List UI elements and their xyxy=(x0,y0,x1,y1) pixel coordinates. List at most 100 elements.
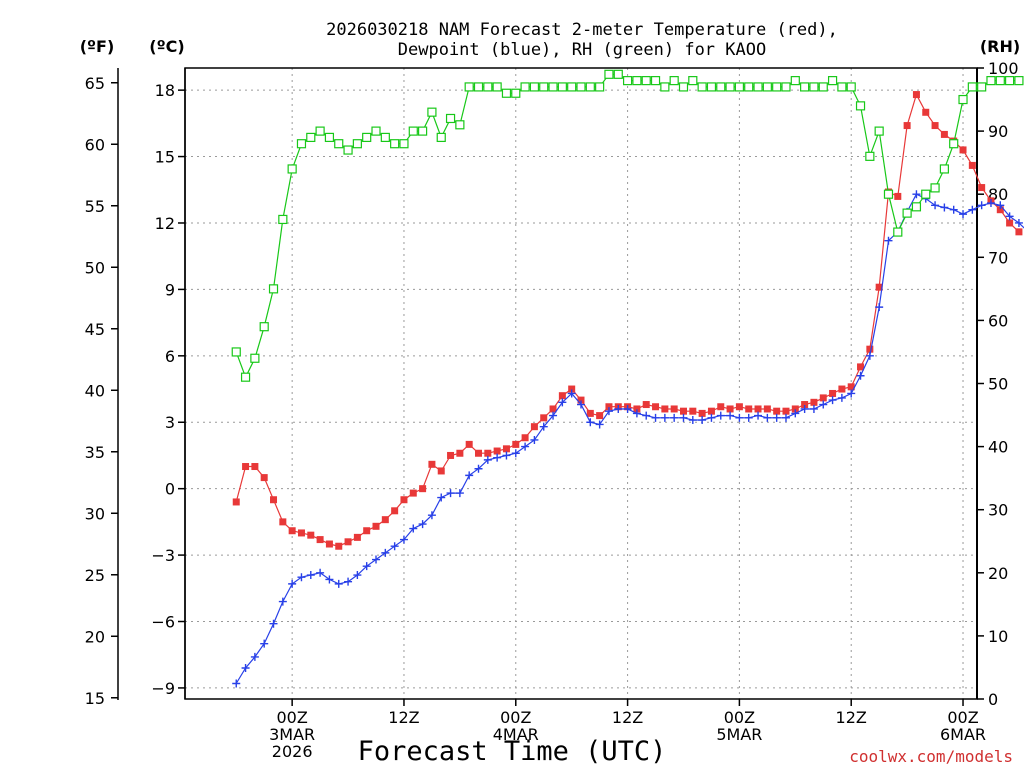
celsius-axis-ticks: 18 15 12 9 6 3 0 −3 −6 −9 xyxy=(151,81,185,698)
dewpoint-point xyxy=(763,413,772,422)
temperature-point xyxy=(782,407,790,415)
rh-point xyxy=(464,82,474,92)
rh-point xyxy=(567,82,577,92)
dewpoint-point xyxy=(493,453,502,462)
dewpoint-point xyxy=(875,303,884,312)
dewpoint-point xyxy=(269,619,278,628)
dewpoint-point xyxy=(409,524,418,533)
rh-point xyxy=(650,76,661,86)
dewpoint-point xyxy=(819,400,828,409)
temperature-point xyxy=(372,522,380,530)
dewpoint-point xyxy=(642,411,651,420)
dewpoint-point xyxy=(912,190,921,199)
title-line-2: Dewpoint (blue), RH (green) for KAOO xyxy=(398,40,766,60)
dewpoint-point xyxy=(865,351,874,360)
rh-point xyxy=(408,126,418,136)
rh-point xyxy=(762,82,772,92)
rh-point xyxy=(911,202,922,212)
temperature-point xyxy=(894,192,902,200)
dewpoint-point xyxy=(502,451,511,460)
temperature-point xyxy=(801,401,809,409)
temperature-point xyxy=(363,527,371,535)
dewpoint-point xyxy=(325,575,334,584)
dewpoint-point xyxy=(968,205,977,214)
rh-point xyxy=(604,69,614,79)
dewpoint-point xyxy=(856,371,865,380)
x-axis-label: Forecast Time (UTC) xyxy=(358,736,667,767)
rh-unit-label: (RH) xyxy=(980,37,1020,56)
temperature-point xyxy=(428,460,436,468)
dewpoint-point xyxy=(437,493,446,502)
rh-point xyxy=(874,126,884,136)
temperature-point xyxy=(512,440,520,448)
dewpoint-point xyxy=(390,542,399,551)
temperature-point xyxy=(661,405,669,413)
temperature-point xyxy=(270,496,278,504)
rh-point xyxy=(827,76,838,86)
celsius-tick-label: 9 xyxy=(165,280,175,299)
celsius-tick-label: 18 xyxy=(155,81,175,100)
dewpoint-point xyxy=(688,416,697,425)
dewpoint-point xyxy=(539,422,548,431)
dewpoint-point xyxy=(260,639,269,648)
rh-point xyxy=(744,82,754,92)
dewpoint-point xyxy=(791,409,800,418)
rh-point xyxy=(539,82,549,92)
rh-point xyxy=(790,76,800,86)
rh-point xyxy=(893,227,903,237)
dewpoint-point xyxy=(586,418,595,427)
rh-point xyxy=(641,76,651,86)
temperature-point xyxy=(857,363,865,371)
rh-point xyxy=(371,126,381,136)
temperature-point xyxy=(847,383,855,391)
dewpoint-point xyxy=(278,597,287,606)
rh-point xyxy=(483,82,493,92)
series-rh xyxy=(231,69,1024,382)
dewpoint-point xyxy=(754,411,763,420)
rh-point xyxy=(800,82,810,92)
rh-point xyxy=(343,145,353,155)
temperature-point xyxy=(437,467,445,475)
temperature-point xyxy=(465,440,473,448)
dewpoint-point xyxy=(558,398,567,407)
temperature-point xyxy=(391,507,399,515)
time-tick-label: 3MAR xyxy=(269,725,315,744)
temperature-point xyxy=(549,405,557,413)
rh-point xyxy=(585,82,595,92)
dewpoint-point xyxy=(698,416,707,425)
temperature-point xyxy=(642,401,650,409)
fahrenheit-tick-label: 25 xyxy=(85,566,105,585)
rh-point xyxy=(846,82,856,92)
rh-point xyxy=(595,82,605,92)
rh-point xyxy=(436,132,446,143)
dewpoint-point xyxy=(334,579,343,588)
dewpoint-point xyxy=(418,520,427,529)
rh-point xyxy=(380,132,390,143)
rh-point xyxy=(492,82,502,92)
rh-point xyxy=(287,164,297,174)
rh-point xyxy=(390,139,400,149)
fahrenheit-tick-label: 45 xyxy=(85,320,105,339)
dewpoint-point xyxy=(940,203,949,212)
temperature-point xyxy=(1015,228,1023,236)
dewpoint-point xyxy=(679,413,688,422)
dewpoint-point xyxy=(1014,218,1023,227)
temperature-point xyxy=(381,516,389,524)
rh-point xyxy=(324,132,335,143)
rh-tick-label: 30 xyxy=(988,501,1008,520)
dewpoint-point xyxy=(297,573,306,582)
rh-tick-label: 100 xyxy=(988,59,1019,78)
fahrenheit-tick-label: 40 xyxy=(85,381,105,400)
temperature-point xyxy=(922,108,930,116)
fahrenheit-unit-label: (ºF) xyxy=(80,37,115,56)
rh-point xyxy=(445,113,456,124)
time-tick-label: 12Z xyxy=(836,708,867,727)
dewpoint-point xyxy=(427,511,436,520)
temperature-point xyxy=(838,385,846,393)
temperature-point xyxy=(912,91,920,99)
temperature-point xyxy=(745,405,753,413)
temperature-point xyxy=(940,130,948,138)
dewpoint-point xyxy=(996,201,1005,210)
dewpoint-point xyxy=(241,664,250,673)
temperature-point xyxy=(633,405,641,413)
